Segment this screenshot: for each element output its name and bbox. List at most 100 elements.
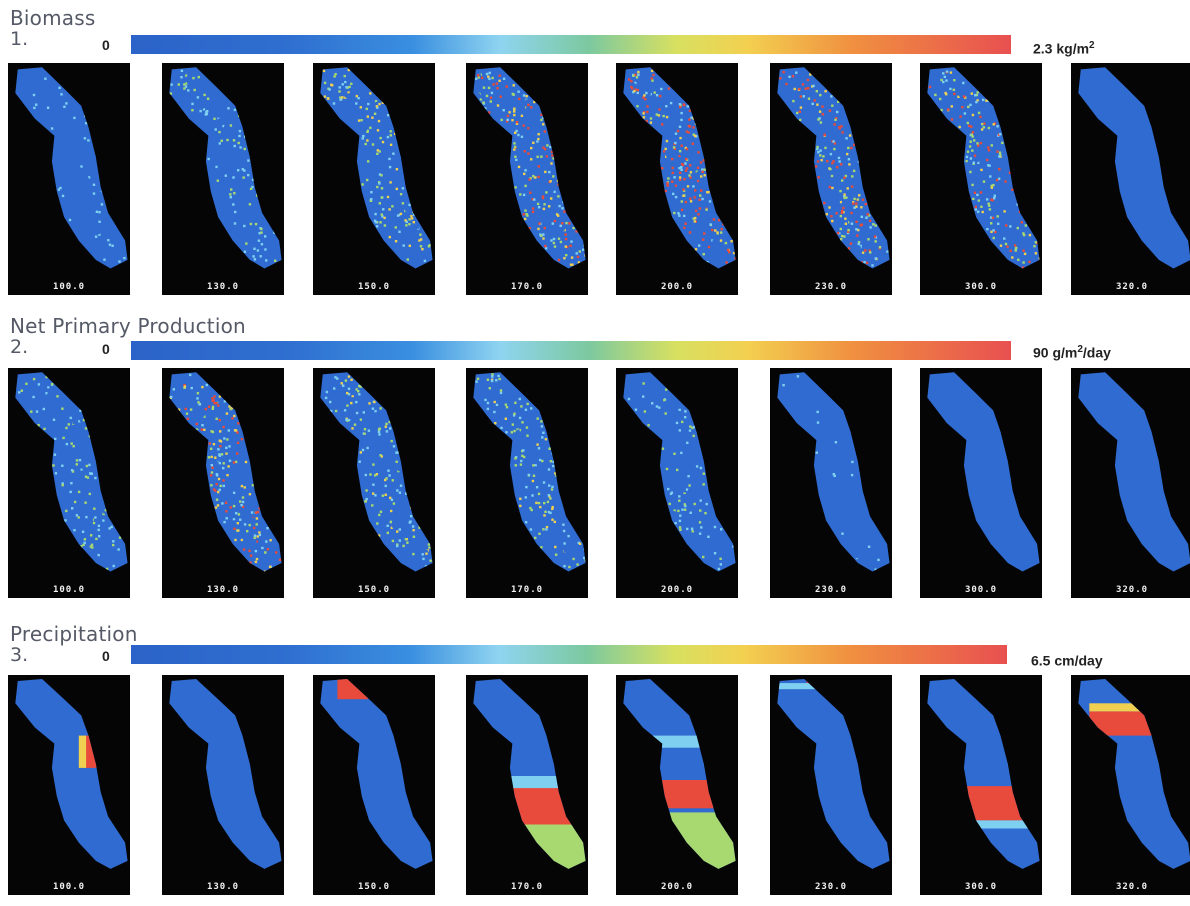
river-map — [320, 372, 433, 572]
map-panel: 300.0 — [920, 675, 1042, 895]
map-panel: 100.0 — [8, 675, 130, 895]
panel-time-label: 300.0 — [964, 585, 998, 595]
panel-time-label: 320.0 — [1115, 282, 1149, 292]
panel-time-label: 130.0 — [206, 282, 240, 292]
river-shape — [623, 372, 736, 572]
map-panel: 230.0 — [770, 675, 892, 895]
map-panel: 130.0 — [162, 63, 284, 295]
map-panel: 170.0 — [466, 675, 588, 895]
map-panel: 150.0 — [313, 63, 435, 295]
river-map — [623, 372, 736, 572]
river-map — [473, 67, 586, 269]
panel-time-label: 170.0 — [510, 282, 544, 292]
river-shape — [927, 67, 1040, 269]
river-map — [777, 679, 890, 869]
map-panel: 300.0 — [920, 368, 1042, 598]
row-number-2: 2. — [10, 336, 29, 358]
panel-time-label: 230.0 — [814, 282, 848, 292]
map-panel: 320.0 — [1071, 368, 1190, 598]
map-panel: 230.0 — [770, 368, 892, 598]
map-panel: 130.0 — [162, 675, 284, 895]
panel-time-label: 300.0 — [964, 882, 998, 892]
map-panel: 230.0 — [770, 63, 892, 295]
panel-time-label: 150.0 — [357, 585, 391, 595]
map-panel: 320.0 — [1071, 675, 1190, 895]
colorbar-biomass — [131, 35, 1011, 54]
river-shape — [320, 372, 433, 572]
panel-time-label: 100.0 — [52, 585, 86, 595]
colorbar-precipitation — [131, 645, 1007, 664]
panel-time-label: 230.0 — [814, 585, 848, 595]
river-map — [777, 372, 890, 572]
river-map — [473, 679, 586, 869]
river-map — [169, 67, 282, 269]
river-map — [1078, 372, 1190, 572]
river-shape — [777, 67, 890, 269]
scale-max-biomass: 2.3 kg/m2 — [1033, 40, 1095, 57]
river-shape — [777, 679, 890, 869]
river-shape — [320, 679, 433, 869]
river-map — [623, 679, 736, 869]
river-map — [927, 67, 1040, 269]
panel-time-label: 320.0 — [1115, 585, 1149, 595]
row-title-biomass: Biomass — [10, 6, 96, 30]
panel-time-label: 130.0 — [206, 585, 240, 595]
river-map — [320, 679, 433, 869]
map-panel: 300.0 — [920, 63, 1042, 295]
panel-time-label: 320.0 — [1115, 882, 1149, 892]
scale-min-biomass: 0 — [102, 37, 110, 53]
panel-time-label: 200.0 — [660, 882, 694, 892]
river-shape — [1078, 372, 1190, 572]
panel-time-label: 170.0 — [510, 585, 544, 595]
river-shape — [169, 67, 282, 269]
river-shape — [169, 679, 282, 869]
map-panel: 200.0 — [616, 63, 738, 295]
map-panel: 200.0 — [616, 368, 738, 598]
panel-time-label: 150.0 — [357, 882, 391, 892]
scale-min-npp: 0 — [102, 341, 110, 357]
panel-time-label: 200.0 — [660, 585, 694, 595]
panel-time-label: 300.0 — [964, 282, 998, 292]
map-panel: 150.0 — [313, 368, 435, 598]
river-shape — [15, 372, 128, 572]
river-shape — [1078, 67, 1190, 269]
map-panel: 320.0 — [1071, 63, 1190, 295]
river-map — [473, 372, 586, 572]
river-map — [15, 679, 128, 869]
river-map — [15, 372, 128, 572]
river-map — [623, 67, 736, 269]
river-map — [15, 67, 128, 269]
map-panel: 170.0 — [466, 368, 588, 598]
panel-time-label: 200.0 — [660, 282, 694, 292]
map-panel: 150.0 — [313, 675, 435, 895]
panel-time-label: 100.0 — [52, 882, 86, 892]
row-number-1: 1. — [10, 28, 29, 50]
panel-time-label: 130.0 — [206, 882, 240, 892]
map-panel: 100.0 — [8, 368, 130, 598]
scale-min-precipitation: 0 — [102, 648, 110, 664]
river-shape — [777, 372, 890, 572]
river-shape — [927, 372, 1040, 572]
river-map — [1078, 67, 1190, 269]
panel-time-label: 100.0 — [52, 282, 86, 292]
river-map — [320, 67, 433, 269]
scale-max-npp: 90 g/m2/day — [1033, 344, 1111, 361]
row-title-net-primary-production: Net Primary Production — [10, 314, 246, 338]
panel-time-label: 150.0 — [357, 282, 391, 292]
map-panel: 130.0 — [162, 368, 284, 598]
river-map — [1078, 679, 1190, 869]
river-shape — [473, 372, 586, 572]
river-shape — [473, 67, 586, 269]
river-map — [169, 372, 282, 572]
river-map — [777, 67, 890, 269]
river-shape — [15, 679, 128, 869]
scale-max-precipitation: 6.5 cm/day — [1031, 652, 1103, 669]
river-shape — [320, 67, 433, 269]
river-map — [927, 679, 1040, 869]
row-title-precipitation: Precipitation — [10, 622, 138, 646]
panel-time-label: 170.0 — [510, 882, 544, 892]
river-map — [927, 372, 1040, 572]
map-panel: 170.0 — [466, 63, 588, 295]
map-panel: 100.0 — [8, 63, 130, 295]
river-map — [169, 679, 282, 869]
